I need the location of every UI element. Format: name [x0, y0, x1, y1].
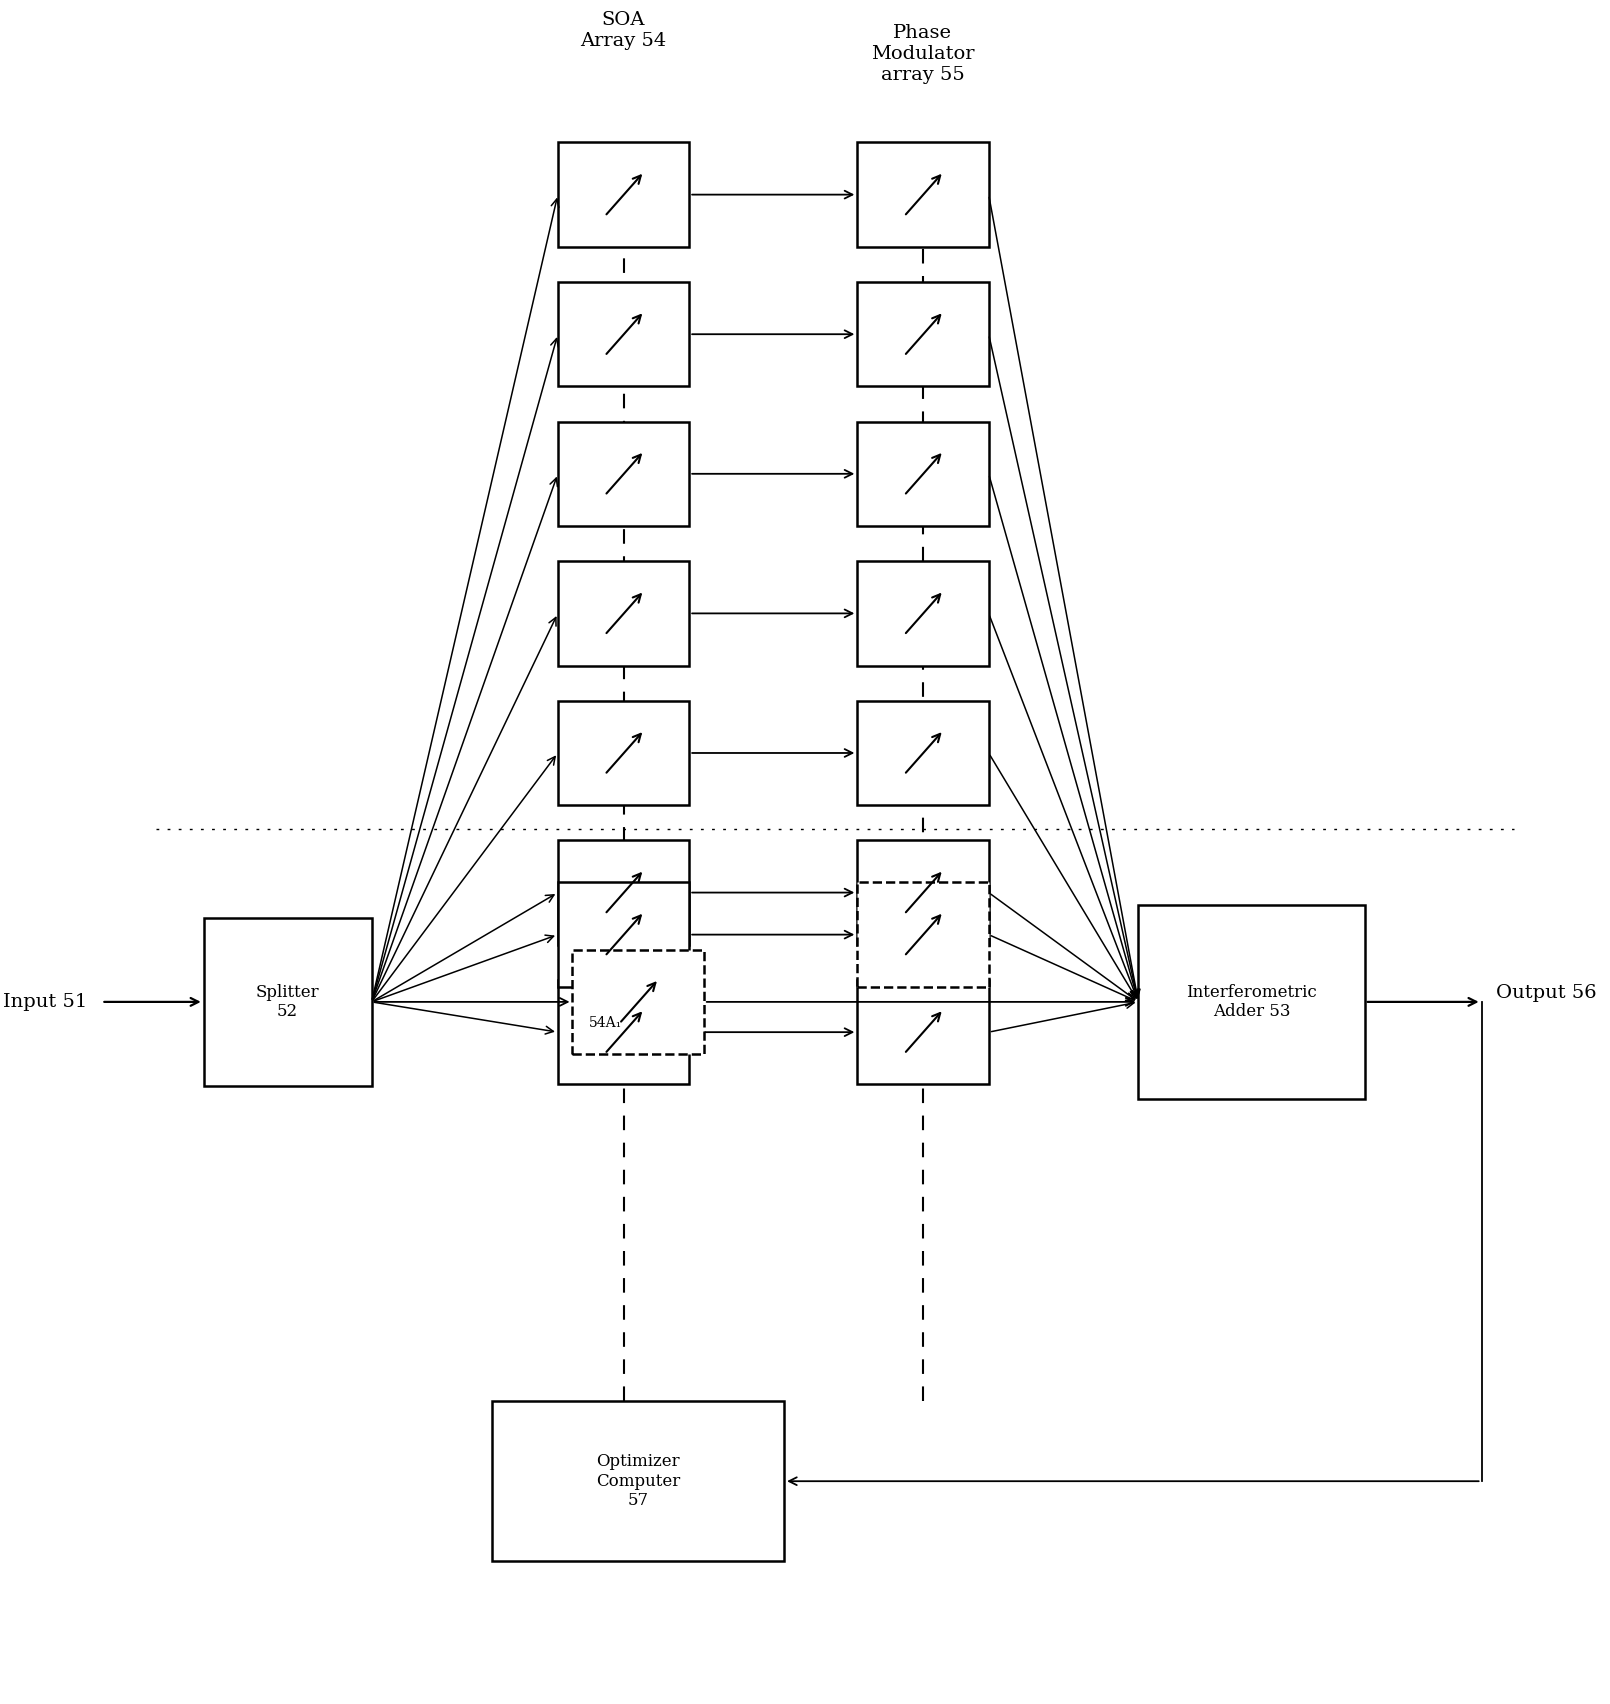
- FancyBboxPatch shape: [557, 883, 689, 987]
- FancyBboxPatch shape: [857, 840, 989, 944]
- Text: Interferometric
Adder 53: Interferometric Adder 53: [1187, 983, 1317, 1021]
- FancyBboxPatch shape: [557, 561, 689, 666]
- Text: Optimizer
Computer
57: Optimizer Computer 57: [596, 1454, 681, 1510]
- FancyBboxPatch shape: [203, 918, 372, 1085]
- FancyBboxPatch shape: [857, 980, 989, 1084]
- Text: SOA
Array 54: SOA Array 54: [581, 12, 667, 49]
- Text: Input 51: Input 51: [3, 993, 87, 1010]
- FancyBboxPatch shape: [1138, 905, 1365, 1099]
- Text: 54A₁: 54A₁: [589, 1016, 621, 1029]
- FancyBboxPatch shape: [857, 700, 989, 804]
- FancyBboxPatch shape: [857, 143, 989, 247]
- Text: Output 56: Output 56: [1496, 985, 1597, 1002]
- Text: Phase
Modulator
array 55: Phase Modulator array 55: [871, 24, 974, 83]
- FancyBboxPatch shape: [557, 840, 689, 944]
- FancyBboxPatch shape: [573, 949, 704, 1055]
- FancyBboxPatch shape: [557, 143, 689, 247]
- FancyBboxPatch shape: [493, 1401, 784, 1561]
- FancyBboxPatch shape: [857, 283, 989, 387]
- FancyBboxPatch shape: [857, 421, 989, 527]
- FancyBboxPatch shape: [557, 700, 689, 804]
- FancyBboxPatch shape: [557, 421, 689, 527]
- FancyBboxPatch shape: [557, 980, 689, 1084]
- FancyBboxPatch shape: [857, 883, 989, 987]
- FancyBboxPatch shape: [557, 283, 689, 387]
- FancyBboxPatch shape: [857, 561, 989, 666]
- Text: Splitter
52: Splitter 52: [256, 983, 319, 1021]
